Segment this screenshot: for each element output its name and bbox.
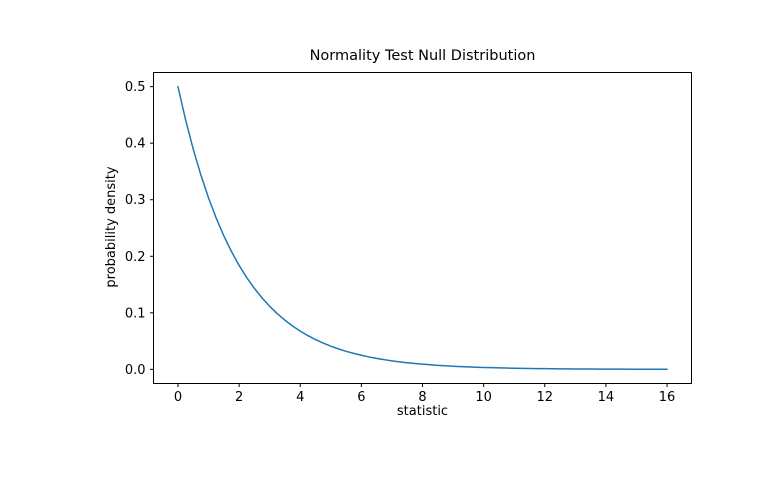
x-tick-label: 0: [174, 390, 182, 405]
axes-frame: [153, 72, 692, 384]
x-axis-label: statistic: [396, 404, 449, 419]
x-tick-label: 16: [659, 390, 676, 405]
y-tick-label: 0.1: [125, 306, 146, 321]
x-tick-label: 2: [235, 390, 243, 405]
y-axis-label: probability density: [104, 166, 119, 288]
x-tick-label: 12: [536, 390, 553, 405]
density-curve: [177, 85, 668, 371]
y-tick-label: 0.3: [125, 193, 146, 208]
x-tick-label: 8: [418, 390, 426, 405]
x-tick-label: 10: [475, 390, 492, 405]
chart-title: Normality Test Null Distribution: [309, 48, 536, 64]
y-tick-label: 0.4: [125, 137, 146, 152]
x-tick-label: 14: [598, 390, 615, 405]
y-tick-label: 0.2: [125, 250, 146, 265]
y-tick-label: 0.0: [125, 363, 146, 378]
x-tick-label: 6: [357, 390, 365, 405]
x-tick-label: 4: [296, 390, 304, 405]
y-tick-label: 0.5: [125, 80, 146, 95]
